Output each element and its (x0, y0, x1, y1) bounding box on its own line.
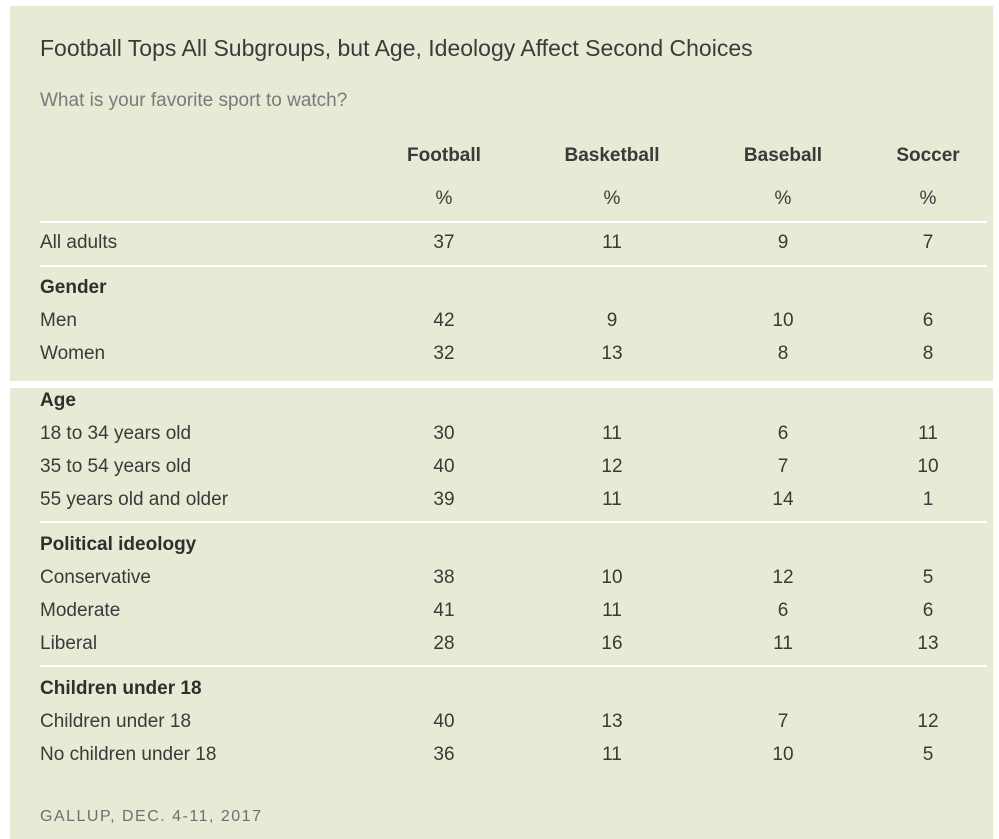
cell-men-football: 42 (433, 310, 455, 331)
row-label-35-to-54-years-old: 35 to 54 years old (40, 456, 192, 477)
column-unit-baseball: % (774, 188, 792, 209)
group-header-gender: Gender (40, 277, 107, 298)
group-divider (40, 265, 987, 267)
cell-liberal-basketball: 16 (601, 633, 623, 654)
cell-men-basketball: 9 (606, 310, 618, 331)
cell-18-to-34-years-old-football: 30 (433, 423, 455, 444)
cell-liberal-football: 28 (433, 633, 455, 654)
cell-35-to-54-years-old-soccer: 10 (917, 456, 939, 477)
cell-35-to-54-years-old-basketball: 12 (601, 456, 623, 477)
cell-18-to-34-years-old-basketball: 11 (602, 423, 622, 444)
cell-moderate-basketball: 11 (602, 600, 622, 621)
cell-all-adults-football: 37 (433, 232, 455, 253)
cell-liberal-baseball: 11 (773, 633, 793, 654)
chart-subtitle: What is your favorite sport to watch? (40, 90, 348, 111)
row-label-children-under-18: Children under 18 (40, 711, 192, 732)
row-label-liberal: Liberal (40, 633, 98, 654)
cell-conservative-baseball: 12 (772, 567, 794, 588)
column-header-soccer: Soccer (896, 145, 960, 166)
source-note: GALLUP, DEC. 4-11, 2017 (40, 808, 263, 825)
group-header-age: Age (40, 390, 76, 411)
row-label-no-children-under-18: No children under 18 (40, 744, 217, 765)
cell-children-under-18-basketball: 13 (601, 711, 623, 732)
cell-moderate-soccer: 6 (922, 600, 934, 621)
cell-children-under-18-soccer: 12 (917, 711, 939, 732)
header-divider (40, 221, 987, 223)
group-header-children-under-18: Children under 18 (40, 678, 202, 699)
cell-conservative-soccer: 5 (922, 567, 934, 588)
cell-55-years-old-and-older-football: 39 (433, 489, 455, 510)
cell-children-under-18-baseball: 7 (777, 711, 789, 732)
cell-women-football: 32 (433, 343, 455, 364)
cell-18-to-34-years-old-soccer: 11 (918, 423, 938, 444)
cell-35-to-54-years-old-football: 40 (433, 456, 455, 477)
row-label-conservative: Conservative (40, 567, 151, 588)
group-divider (40, 521, 987, 523)
cell-conservative-football: 38 (433, 567, 455, 588)
cell-all-adults-baseball: 9 (777, 232, 789, 253)
row-label-55-years-old-and-older: 55 years old and older (40, 489, 229, 510)
cell-55-years-old-and-older-basketball: 11 (602, 489, 622, 510)
cell-no-children-under-18-basketball: 11 (602, 744, 622, 765)
cell-55-years-old-and-older-baseball: 14 (772, 489, 794, 510)
chart-title: Football Tops All Subgroups, but Age, Id… (40, 35, 753, 61)
column-header-baseball: Baseball (743, 145, 823, 166)
cell-18-to-34-years-old-baseball: 6 (777, 423, 789, 444)
group-divider (40, 665, 987, 667)
cell-men-baseball: 10 (772, 310, 794, 331)
cell-55-years-old-and-older-soccer: 1 (922, 489, 934, 510)
cell-children-under-18-football: 40 (433, 711, 455, 732)
cell-moderate-baseball: 6 (777, 600, 789, 621)
column-unit-soccer: % (919, 188, 937, 209)
column-header-football: Football (407, 145, 481, 166)
column-header-basketball: Basketball (564, 145, 660, 166)
cell-women-soccer: 8 (922, 343, 934, 364)
cell-women-baseball: 8 (777, 343, 789, 364)
cell-men-soccer: 6 (922, 310, 934, 331)
row-label-men: Men (40, 310, 77, 331)
section-gap (0, 381, 999, 388)
row-label-moderate: Moderate (40, 600, 121, 621)
row-label-all-adults: All adults (40, 232, 118, 253)
cell-moderate-football: 41 (433, 600, 455, 621)
cell-35-to-54-years-old-baseball: 7 (777, 456, 789, 477)
cell-liberal-soccer: 13 (917, 633, 939, 654)
cell-all-adults-soccer: 7 (922, 232, 934, 253)
column-unit-football: % (435, 188, 453, 209)
chart-card (10, 6, 993, 839)
cell-no-children-under-18-football: 36 (433, 744, 455, 765)
group-header-political-ideology: Political ideology (40, 534, 197, 555)
row-label-women: Women (40, 343, 106, 364)
row-label-18-to-34-years-old: 18 to 34 years old (40, 423, 192, 444)
cell-conservative-basketball: 10 (601, 567, 623, 588)
column-unit-basketball: % (603, 188, 621, 209)
cell-women-basketball: 13 (601, 343, 623, 364)
cell-no-children-under-18-baseball: 10 (772, 744, 794, 765)
cell-no-children-under-18-soccer: 5 (922, 744, 934, 765)
cell-all-adults-basketball: 11 (602, 232, 622, 253)
